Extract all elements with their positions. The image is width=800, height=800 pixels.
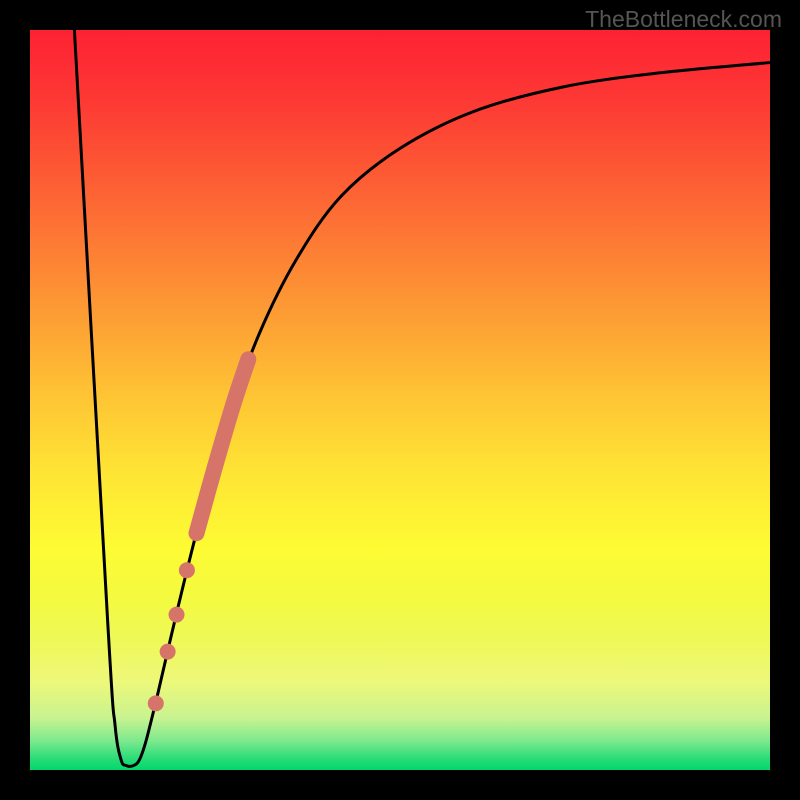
- bottleneck-chart-svg: [0, 0, 800, 800]
- watermark-text: TheBottleneck.com: [585, 6, 782, 33]
- highlight-dot: [169, 607, 185, 623]
- highlight-dot: [179, 562, 195, 578]
- chart-background: [30, 30, 770, 770]
- highlight-dot: [148, 695, 164, 711]
- highlight-dot: [160, 644, 176, 660]
- chart-container: TheBottleneck.com: [0, 0, 800, 800]
